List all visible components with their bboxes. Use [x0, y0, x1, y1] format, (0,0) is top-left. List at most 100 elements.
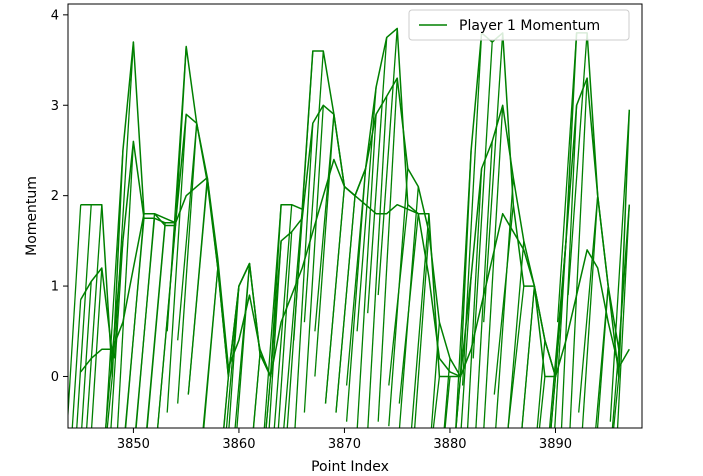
series-connector [560, 105, 578, 428]
plot-series [68, 27, 631, 428]
series-connector [569, 78, 588, 428]
series-connector [596, 286, 609, 428]
series-connector [303, 50, 324, 323]
series-connector [252, 353, 261, 428]
series-connector [314, 114, 335, 377]
series-connector [567, 32, 588, 296]
series-connector [414, 231, 430, 428]
series-connector [303, 105, 324, 413]
x-tick-label: 3850 [117, 437, 150, 452]
series-connector [377, 28, 398, 296]
series-connector [166, 114, 187, 413]
series-line-2 [80, 158, 630, 378]
plot-frame [67, 3, 643, 429]
series-connector [156, 222, 177, 428]
series-connector [443, 358, 451, 428]
series-connector [550, 376, 557, 428]
series-connector [521, 286, 536, 428]
x-tick-label: 3860 [222, 437, 255, 452]
series-connector [556, 32, 578, 323]
series-connector [388, 168, 409, 427]
series-connector [356, 87, 377, 332]
series-connector [578, 195, 599, 413]
series-connector [265, 376, 272, 428]
series-connector [124, 218, 145, 428]
series-connector [536, 340, 546, 428]
y-tick-label: 3 [51, 99, 59, 114]
series-connector [263, 204, 282, 428]
series-connector [410, 213, 430, 428]
legend-box [408, 9, 630, 41]
series-connector [460, 276, 472, 428]
x-tick-label: 3890 [539, 437, 572, 452]
series-connector [430, 322, 441, 428]
x-axis-label: Point Index [311, 459, 389, 475]
series-connector [493, 204, 514, 395]
y-tick-label: 0 [51, 370, 59, 385]
series-connector [265, 376, 272, 428]
y-axis-label: Momentum [24, 176, 40, 256]
series-connector [612, 376, 620, 428]
series-connector [294, 123, 314, 428]
series-connector [345, 168, 367, 422]
series-connector [187, 177, 208, 395]
y-tick-label: 2 [51, 189, 59, 204]
series-connector [444, 376, 451, 428]
series-connector [548, 240, 567, 428]
series-connector [483, 32, 504, 323]
legend-label: Player 1 Momentum [459, 18, 600, 34]
series-connector [367, 37, 388, 314]
series-connector [268, 240, 282, 428]
series-connector [76, 204, 92, 428]
series-connector [110, 240, 124, 428]
series-connector [81, 281, 92, 428]
series-connector [356, 114, 377, 428]
series-connector [455, 150, 472, 428]
x-axis: 3850 3860 3870 3880 3890 [117, 428, 572, 452]
series-connector [335, 195, 356, 413]
series-connector [554, 240, 567, 428]
series-connector [236, 263, 251, 428]
series-connector [228, 286, 240, 428]
y-tick-label: 1 [51, 280, 59, 295]
series-connector [581, 195, 599, 428]
series-connector [90, 267, 103, 428]
series-connector [68, 204, 82, 424]
series-connector [507, 240, 525, 428]
legend: Player 1 Momentum [408, 9, 630, 41]
series-connector [475, 141, 493, 428]
series-connector [611, 349, 620, 428]
series-connector [86, 204, 103, 428]
series-connector [177, 123, 198, 404]
series-connector [432, 376, 441, 428]
series-line-1 [80, 77, 631, 378]
series-connector [495, 177, 514, 428]
series-connector [472, 41, 493, 359]
series-connector [324, 186, 346, 404]
y-tick-label: 4 [51, 8, 59, 23]
series-connector [286, 218, 303, 428]
series-connector [538, 376, 546, 428]
series-connector [377, 78, 398, 422]
series-connector [461, 32, 483, 386]
series-connector [466, 168, 483, 428]
series-connector [616, 204, 630, 428]
series-connector [609, 109, 630, 422]
series-connector [595, 286, 609, 428]
series-connector [71, 299, 82, 428]
series-connector [483, 105, 504, 428]
series-connector [398, 186, 419, 428]
series-connector [223, 376, 230, 428]
x-tick-label: 3880 [433, 437, 466, 452]
series-connector [283, 209, 303, 428]
series-connector [277, 231, 293, 428]
series-connector [135, 218, 156, 428]
series-connector [105, 353, 113, 428]
series-connector [252, 353, 261, 428]
series-connector [455, 376, 462, 428]
series-connector [177, 123, 198, 341]
series-connector [367, 96, 388, 428]
series-connector [507, 286, 525, 428]
series-connector [113, 41, 135, 359]
